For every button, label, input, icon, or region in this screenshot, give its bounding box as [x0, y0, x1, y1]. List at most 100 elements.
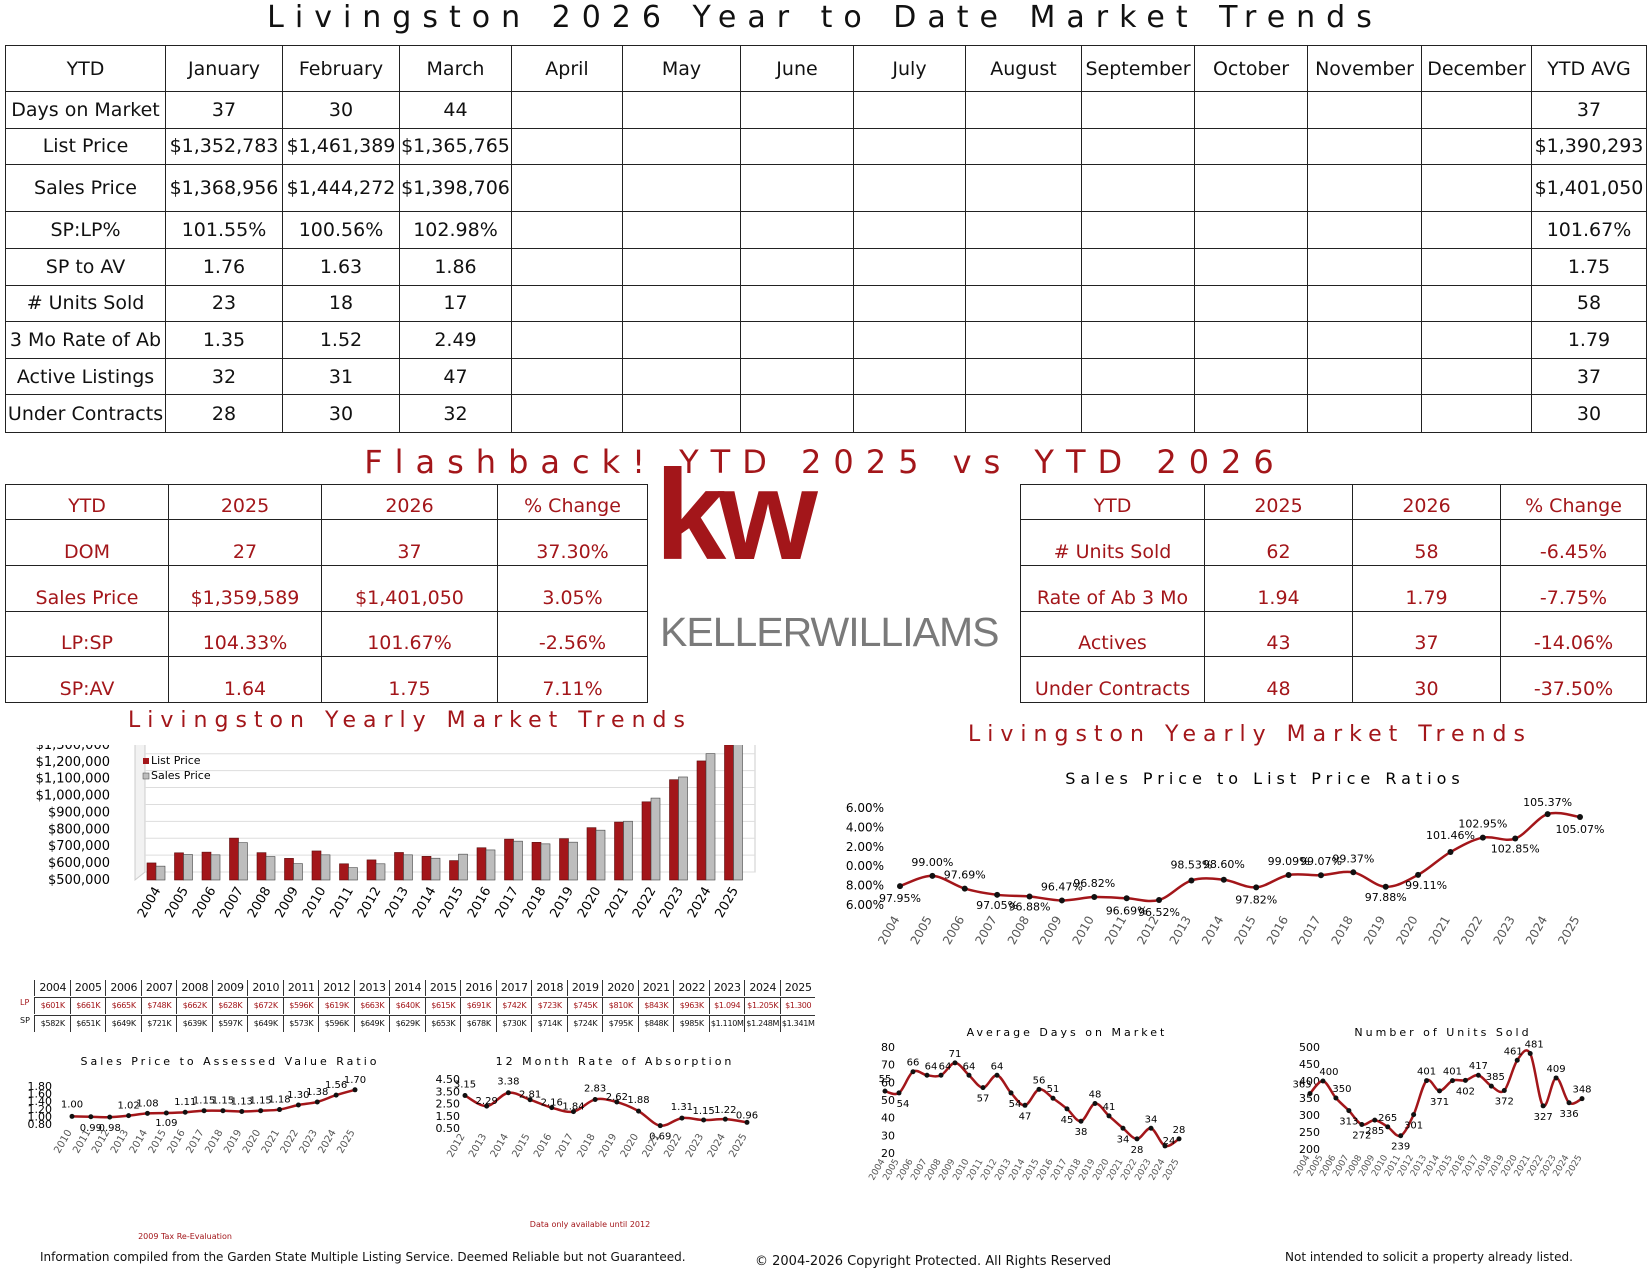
ytd-cell [511, 247, 623, 286]
year-table-cell: 2004 [34, 980, 71, 996]
year-table-cell: 2022 [673, 980, 710, 996]
ytd-cell [1081, 284, 1195, 323]
ytd-cell [740, 394, 854, 433]
bar-sales-price [513, 840, 523, 881]
year-table-cell: $1.248M [744, 1016, 781, 1032]
year-table-cell: $985K [673, 1016, 710, 1032]
data-label: 99.00% [911, 856, 953, 869]
chart-note: 2009 Tax Re-Evaluation [138, 1232, 232, 1241]
data-point [1346, 1108, 1352, 1114]
ytd-row: List Price $1,352,783 $1,461,389 $1,365,765… [5, 127, 1647, 166]
bar-sales-price [705, 753, 716, 881]
ytd-cell [622, 357, 741, 396]
data-label: 98.60% [1203, 858, 1245, 871]
data-label: 24 [1163, 1136, 1176, 1147]
y-tick-label: 1.40 [28, 1095, 53, 1108]
ytd-row-label: Under Contracts [5, 394, 166, 433]
ytd-cell [740, 357, 854, 396]
y-tick-label: 50 [881, 1094, 895, 1107]
data-label: 1.18 [268, 1095, 290, 1106]
flashback-title: Flashback! YTD 2025 vs YTD 2026 [364, 443, 1286, 481]
year-table-cell: $573K [282, 1016, 320, 1032]
flashback-cell: $1,401,050 [321, 564, 498, 612]
ytd-row-label: List Price [5, 127, 166, 166]
ytd-cell [1307, 394, 1422, 433]
year-table-cell: $582K [34, 1016, 71, 1032]
data-label: 3.38 [497, 1077, 519, 1088]
ytd-cell [965, 247, 1082, 286]
data-point [722, 1116, 728, 1122]
year-table-cell: $1.205K [744, 998, 781, 1014]
ytd-cell [511, 321, 623, 359]
data-point [1078, 1118, 1084, 1124]
flashback-row: # Units Sold 62 58 -6.45% [1020, 519, 1647, 566]
data-label: 409 [1547, 1064, 1566, 1075]
x-tick-label: 2017 [1296, 914, 1323, 947]
x-tick-label: 2012 [355, 885, 385, 921]
ytd-row: Days on Market 37 30 44 37 [5, 91, 1647, 129]
flashback-cell: 1.75 [321, 656, 498, 703]
series-line [71, 1088, 356, 1119]
data-label: 363 [1292, 1080, 1311, 1091]
flashback-cell: 58 [1352, 519, 1501, 566]
x-tick-label: 2018 [203, 1128, 225, 1156]
y-tick-label: 200 [1299, 1143, 1320, 1156]
x-tick-label: 2023 [657, 885, 687, 921]
bar-list-price [669, 779, 679, 881]
ytd-cell: 17 [399, 284, 512, 323]
data-label: 1.13 [231, 1096, 253, 1107]
ytd-cell: 1.63 [282, 247, 400, 286]
data-point [1285, 872, 1292, 879]
data-label: 51 [1047, 1084, 1060, 1095]
ytd-header-cell: October [1194, 45, 1308, 92]
data-label: 96.88% [1009, 900, 1051, 913]
ytd-cell [1081, 321, 1195, 359]
data-point [924, 1072, 930, 1078]
x-tick-label: 2010 [52, 1128, 74, 1156]
ytd-cell: 30 [282, 91, 400, 129]
ytd-cell [1421, 127, 1532, 166]
data-point [1307, 1091, 1313, 1097]
data-point [1475, 1072, 1481, 1078]
data-label: 313 [1339, 1117, 1358, 1128]
year-table-cell: $1.110M [708, 1016, 746, 1032]
bar-list-price [366, 859, 377, 881]
flashback-row: Sales Price $1,359,589 $1,401,050 3.05% [5, 564, 648, 612]
flashback-cell: $1,359,589 [168, 564, 322, 612]
flashback-cell: 3.05% [497, 564, 648, 612]
ytd-cell [853, 284, 966, 323]
ytd-header-cell: December [1421, 45, 1532, 92]
list-sales-year-table: LP SP 2004 $601K $582K 2005 $661K $651K 2006 $665… [20, 980, 815, 1032]
kw-wordmark: KELLERWILLIAMS [660, 609, 999, 655]
year-table-cell: $629K [389, 1016, 426, 1032]
ytd-cell [511, 357, 623, 396]
chart-title: Number of Units Sold [1354, 1026, 1531, 1039]
ytd-cell: 58 [1531, 284, 1647, 323]
data-point [1372, 1117, 1378, 1123]
x-tick-label: 2015 [147, 1128, 169, 1156]
data-point [744, 1119, 750, 1125]
ytd-cell [1194, 357, 1308, 396]
ytd-cell [1194, 127, 1308, 166]
year-table-cell: $678K [460, 1016, 497, 1032]
data-point [258, 1108, 264, 1114]
page-title: Livingston 2026 Year to Date Market Tren… [267, 0, 1383, 35]
flashback-row: Rate of Ab 3 Mo 1.94 1.79 -7.75% [1020, 564, 1647, 612]
bar-list-price [476, 847, 487, 881]
data-label: 96.69% [1106, 904, 1148, 917]
data-point [163, 1110, 169, 1116]
bar-list-price [421, 856, 432, 881]
data-label: 461 [1504, 1046, 1523, 1057]
footer-copyright: © 2004-2026 Copyright Protected. All Rig… [755, 1254, 1112, 1269]
data-point [126, 1113, 132, 1119]
data-point [1008, 1090, 1014, 1096]
bar-list-price [284, 858, 294, 881]
ytd-cell [622, 394, 741, 433]
year-table-cell: $640K [389, 998, 426, 1014]
x-tick-label: 2024 [706, 1132, 728, 1160]
flashback-cell: 43 [1204, 610, 1353, 658]
data-label: 64 [925, 1061, 938, 1072]
year-table-cell: 2009 [211, 980, 249, 996]
data-label: 385 [1486, 1072, 1505, 1083]
data-point [1424, 1078, 1430, 1084]
